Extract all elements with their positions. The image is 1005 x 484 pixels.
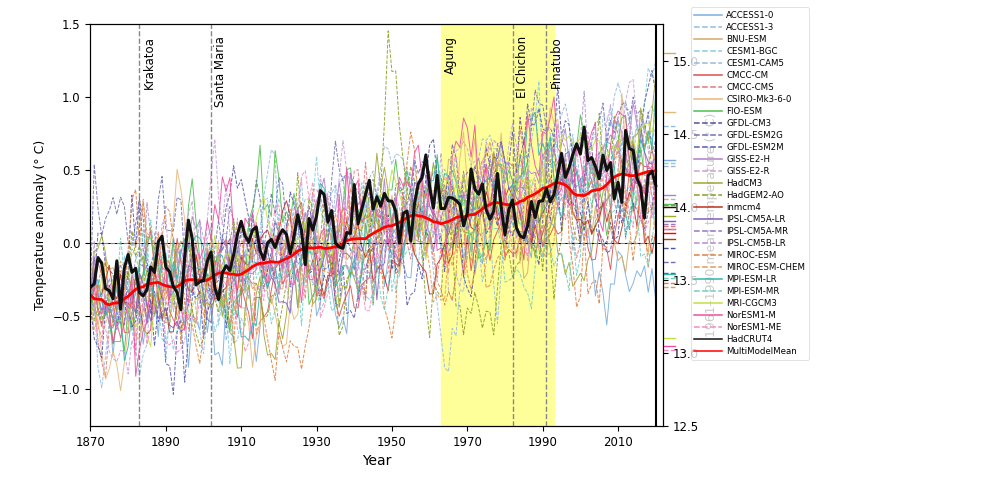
Text: Pinatubo: Pinatubo xyxy=(550,36,563,88)
Text: Krakatoa: Krakatoa xyxy=(143,36,156,89)
X-axis label: Year: Year xyxy=(362,454,392,468)
Text: Santa Maria: Santa Maria xyxy=(214,36,227,107)
Text: El Chichon: El Chichon xyxy=(516,36,529,98)
Y-axis label: Temperature anomaly (° C): Temperature anomaly (° C) xyxy=(34,140,46,310)
Legend: ACCESS1-0, ACCESS1-3, BNU-ESM, CESM1-BGC, CESM1-CAM5, CMCC-CM, CMCC-CMS, CSIRO-M: ACCESS1-0, ACCESS1-3, BNU-ESM, CESM1-BGC… xyxy=(691,7,809,360)
Y-axis label: 1961–1990 mean temperature (° C): 1961–1990 mean temperature (° C) xyxy=(705,113,718,337)
Bar xyxy=(441,24,554,426)
Text: Agung: Agung xyxy=(444,36,457,74)
